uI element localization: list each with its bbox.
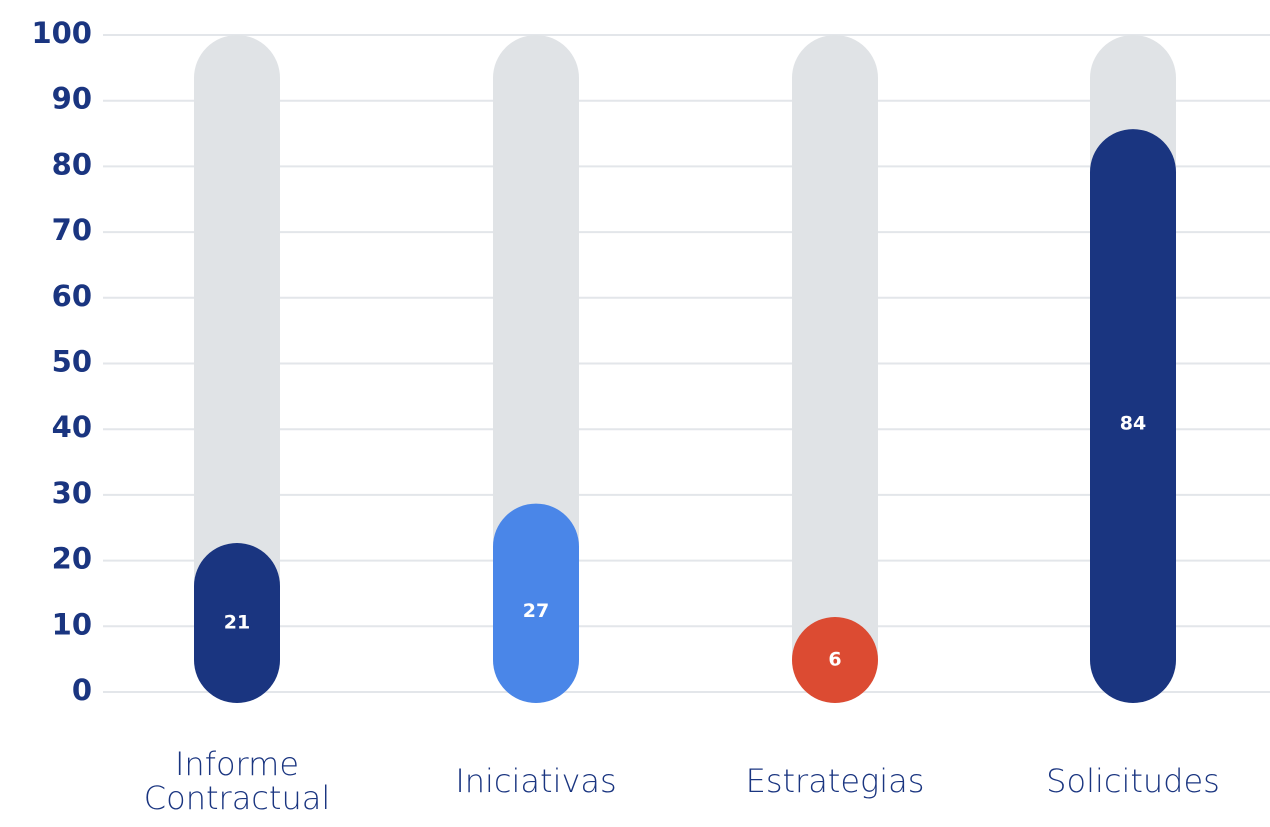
bar-track (792, 35, 878, 703)
x-tick-label: Solicitudes (1046, 762, 1220, 801)
bar (1090, 129, 1176, 703)
y-tick-label: 80 (52, 147, 92, 181)
value-label: 6 (828, 649, 841, 671)
bar (194, 543, 280, 703)
y-tick-label: 30 (52, 476, 92, 510)
x-tick-label: Iniciativas (455, 762, 617, 801)
x-tick-label: Estrategias (745, 762, 925, 801)
y-tick-label: 50 (52, 345, 92, 379)
y-tick-label: 60 (52, 279, 92, 313)
y-tick-label: 70 (52, 213, 92, 247)
bar-track (194, 35, 280, 703)
value-label: 27 (523, 600, 549, 622)
bar (792, 617, 878, 703)
y-tick-label: 0 (72, 673, 92, 707)
x-tick-label: Informe Contractual (143, 745, 331, 817)
y-tick-label: 40 (52, 410, 92, 444)
value-label: 21 (224, 612, 250, 634)
y-tick-label: 20 (52, 542, 92, 576)
y-tick-label: 10 (52, 607, 92, 641)
bar (493, 503, 579, 703)
y-tick-label: 90 (52, 82, 92, 116)
y-tick-label: 100 (31, 16, 92, 50)
value-label: 84 (1120, 413, 1146, 435)
